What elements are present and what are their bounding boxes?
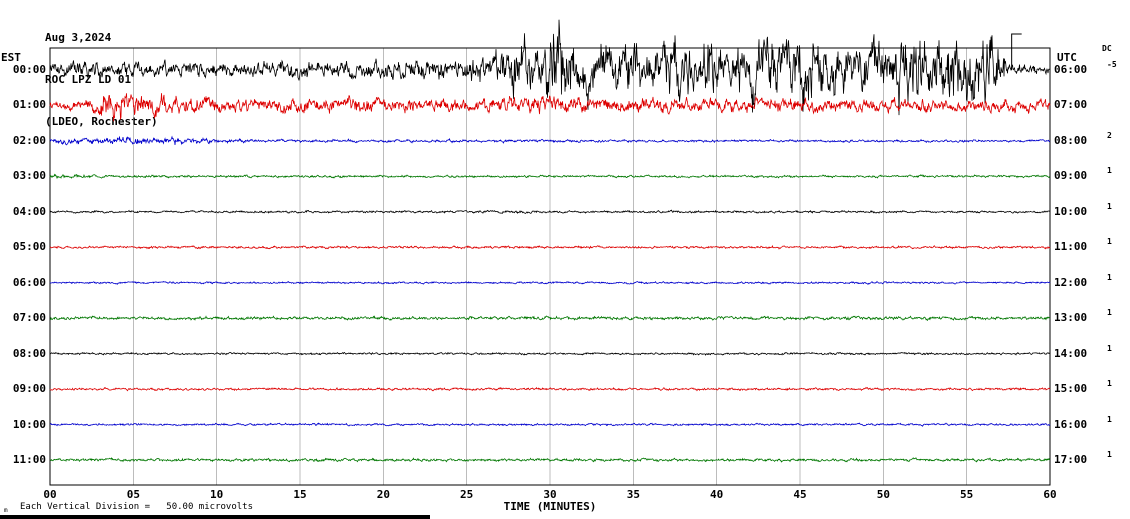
est-label-06:00: 06:00 <box>12 275 46 289</box>
trace-0800 <box>49 351 1051 356</box>
dc-value-row-8: 1 <box>1107 343 1112 353</box>
trace-0400 <box>49 209 1051 214</box>
trace-0000 <box>49 19 1051 116</box>
utc-label-14:00: 14:00 <box>1054 346 1088 360</box>
est-label-01:00: 01:00 <box>12 98 46 112</box>
est-label-09:00: 09:00 <box>12 382 46 396</box>
est-label-03:00: 03:00 <box>12 169 46 183</box>
dc-value-row-3: 1 <box>1107 166 1112 176</box>
x-tick-20: 20 <box>376 488 390 501</box>
utc-label-06:00: 06:00 <box>1054 63 1088 76</box>
x-tick-30: 30 <box>543 488 557 501</box>
dc-value-row-11: 1 <box>1107 450 1112 459</box>
trace-0600 <box>49 280 1051 285</box>
x-tick-60: 60 <box>1043 488 1057 501</box>
left-axis-title: EST <box>1 51 21 64</box>
x-tick-25: 25 <box>460 488 474 501</box>
dc-value-row-2: 2 <box>1107 130 1112 140</box>
dc-value-row-9: 1 <box>1107 379 1112 389</box>
utc-label-11:00: 11:00 <box>1054 240 1088 254</box>
utc-label-15:00: 15:00 <box>1054 382 1088 396</box>
dc-value-row-10: 1 <box>1107 414 1112 424</box>
dc-value-row-4: 1 <box>1107 201 1112 211</box>
x-tick-40: 40 <box>710 488 724 501</box>
trace-1000 <box>49 422 1051 427</box>
x-tick-05: 05 <box>126 488 140 501</box>
utc-label-17:00: 17:00 <box>1054 453 1088 466</box>
header-location: (LDEO, Rochester) <box>45 115 158 128</box>
trace-0900 <box>49 386 1051 392</box>
bottom-bar <box>0 515 430 519</box>
trace-0500 <box>49 244 1051 250</box>
right-axis-title: UTC <box>1057 51 1077 64</box>
est-label-07:00: 07:00 <box>12 311 46 325</box>
x-tick-00: 00 <box>43 488 57 501</box>
x-axis-label: TIME (MINUTES) <box>503 500 597 513</box>
est-label-04:00: 04:00 <box>12 204 46 218</box>
x-tick-35: 35 <box>626 488 640 501</box>
x-tick-45: 45 <box>793 488 807 501</box>
est-label-08:00: 08:00 <box>12 346 46 360</box>
est-label-02:00: 02:00 <box>12 133 46 147</box>
footer-scale-note: Each Vertical Division = 50.00 microvolt… <box>20 502 253 512</box>
x-tick-50: 50 <box>876 488 890 501</box>
utc-label-08:00: 08:00 <box>1054 133 1088 147</box>
est-label-11:00: 11:00 <box>12 453 46 466</box>
dc-column-label: DC <box>1102 44 1112 53</box>
utc-label-13:00: 13:00 <box>1054 311 1088 325</box>
utc-label-07:00: 07:00 <box>1054 98 1088 112</box>
x-tick-10: 10 <box>210 488 224 501</box>
x-tick-15: 15 <box>293 488 307 501</box>
trace-1100 <box>49 457 1051 463</box>
plot-border <box>49 47 1051 486</box>
trace-end-marker <box>1011 33 1022 70</box>
utc-label-16:00: 16:00 <box>1054 417 1088 431</box>
x-tick-55: 55 <box>960 488 974 501</box>
utc-label-10:00: 10:00 <box>1054 204 1088 218</box>
est-label-05:00: 05:00 <box>12 240 46 254</box>
dc-value-row-6: 1 <box>1107 272 1112 282</box>
trace-0100 <box>49 93 1051 122</box>
dc-value-row-5: 1 <box>1107 237 1112 247</box>
trace-0200 <box>49 135 1051 146</box>
est-label-10:00: 10:00 <box>12 417 46 431</box>
dc-value-row-0: -5 <box>1107 60 1117 69</box>
dc-value-row-7: 1 <box>1107 308 1112 318</box>
utc-label-09:00: 09:00 <box>1054 169 1088 183</box>
utc-label-12:00: 12:00 <box>1054 275 1088 289</box>
trace-0700 <box>49 315 1051 321</box>
est-label-00:00: 00:00 <box>12 63 46 76</box>
header-date: Aug 3,2024 <box>45 31 112 44</box>
trace-0300 <box>49 173 1051 180</box>
footer-marker: m <box>4 507 8 514</box>
